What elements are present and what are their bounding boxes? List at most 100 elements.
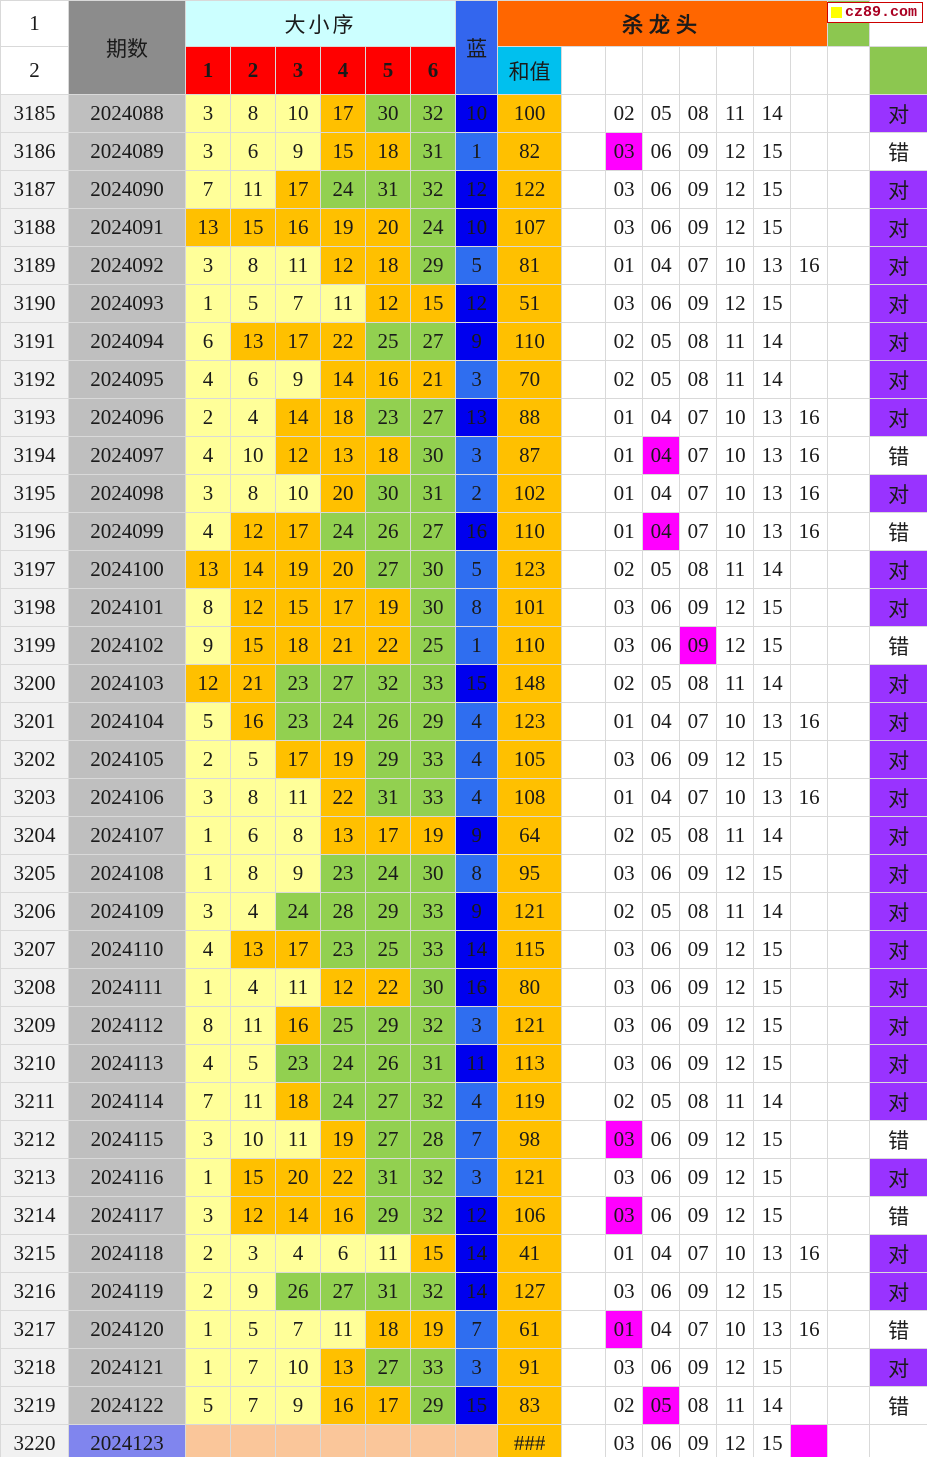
table-row: 3207 2024110 4 13 17 23 25 33 14 115 03 06 09 12 15 对 — [0, 930, 927, 969]
watermark-cz89: cz89.com — [826, 2, 923, 23]
kill-number-3: 07 — [679, 778, 718, 817]
kill-number-5: 14 — [753, 1082, 792, 1121]
kill-number-4: 10 — [716, 512, 755, 551]
kill-number-5: 15 — [753, 854, 792, 893]
kill-number-6 — [790, 322, 829, 361]
ball-cell-2: 8 — [230, 778, 276, 817]
kill-number-4: 12 — [716, 1348, 755, 1387]
ball-cell-3: 15 — [275, 588, 321, 627]
row-period: 2024092 — [68, 246, 186, 285]
kill-pad-right — [827, 284, 871, 323]
blue-ball-cell: 8 — [455, 588, 499, 627]
kill-pad-left — [561, 512, 607, 551]
blue-ball-cell: 3 — [455, 1006, 499, 1045]
kill-number-5: 14 — [753, 360, 792, 399]
kill-number-1: 03 — [605, 588, 644, 627]
kill-pad-left — [561, 474, 607, 513]
header-ball-col-4: 4 — [320, 46, 366, 95]
kill-number-6 — [790, 930, 829, 969]
kill-number-3: 07 — [679, 512, 718, 551]
kill-number-6 — [790, 94, 829, 133]
result-cell: 错 — [869, 1386, 927, 1425]
table-row: 3203 2024106 3 8 11 22 31 33 4 108 01 04 07 10 13 16 对 — [0, 778, 927, 817]
ball-cell-5: 30 — [365, 94, 411, 133]
kill-number-5: 15 — [753, 740, 792, 779]
kill-number-4: 11 — [716, 664, 755, 703]
kill-number-3: 09 — [679, 1158, 718, 1197]
result-cell: 对 — [869, 360, 927, 399]
ball-cell-3: 9 — [275, 854, 321, 893]
kill-number-2: 06 — [642, 1158, 681, 1197]
ball-cell-4: 24 — [320, 1044, 366, 1083]
sum-cell: 127 — [497, 1272, 563, 1311]
ball-cell-6: 32 — [409, 94, 457, 133]
kill-pad-left — [561, 1348, 607, 1387]
kill-number-5: 13 — [753, 398, 792, 437]
ball-cell-5: 11 — [365, 1234, 411, 1273]
result-cell: 对 — [869, 968, 927, 1007]
ball-cell-3: 10 — [275, 474, 321, 513]
row-period: 2024115 — [68, 1120, 186, 1159]
row-period: 2024096 — [68, 398, 186, 437]
kill-number-5: 14 — [753, 664, 792, 703]
kill-number-1: 03 — [605, 132, 644, 171]
ball-cell-3: 7 — [275, 1310, 321, 1349]
ball-cell-1: 3 — [185, 94, 231, 133]
kill-number-4: 10 — [716, 436, 755, 475]
ball-cell-4: 24 — [320, 512, 366, 551]
kill-number-4: 12 — [716, 1196, 755, 1235]
kill-number-2: 05 — [642, 816, 681, 855]
ball-cell-2: 12 — [230, 1196, 276, 1235]
kill-pad-left — [561, 94, 607, 133]
watermark-text: cz89.com — [844, 4, 917, 21]
row-index: 3187 — [0, 170, 69, 209]
kill-number-6: 16 — [790, 398, 829, 437]
kill-number-4: 11 — [716, 322, 755, 361]
kill-number-6 — [790, 1424, 829, 1457]
ball-cell-6: 27 — [409, 512, 457, 551]
sum-cell: 51 — [497, 284, 563, 323]
kill-number-1: 02 — [605, 550, 644, 589]
ball-cell-2: 11 — [230, 1006, 276, 1045]
kill-number-3: 07 — [679, 436, 718, 475]
ball-cell-2: 5 — [230, 1044, 276, 1083]
ball-cell-1: 1 — [185, 1310, 231, 1349]
kill-pad-left — [561, 246, 607, 285]
ball-cell-5: 31 — [365, 170, 411, 209]
ball-cell-5 — [365, 1424, 411, 1457]
kill-number-3: 09 — [679, 1044, 718, 1083]
kill-number-2: 06 — [642, 284, 681, 323]
row-period: 2024091 — [68, 208, 186, 247]
ball-cell-6: 32 — [409, 1082, 457, 1121]
row-period: 2024108 — [68, 854, 186, 893]
row-index: 3193 — [0, 398, 69, 437]
kill-pad-left — [561, 360, 607, 399]
ball-cell-3: 26 — [275, 1272, 321, 1311]
kill-pad-left — [561, 208, 607, 247]
ball-cell-2: 12 — [230, 588, 276, 627]
ball-cell-1: 1 — [185, 968, 231, 1007]
kill-pad-right — [827, 1158, 871, 1197]
table-row: 3193 2024096 2 4 14 18 23 27 13 88 01 04 07 10 13 16 对 — [0, 398, 927, 437]
kill-pad-left — [561, 664, 607, 703]
kill-number-1: 03 — [605, 1424, 644, 1457]
kill-pad-left — [561, 322, 607, 361]
kill-pad-left — [561, 1234, 607, 1273]
kill-pad-right — [827, 778, 871, 817]
row-index: 3212 — [0, 1120, 69, 1159]
ball-cell-2: 8 — [230, 474, 276, 513]
row-period: 2024121 — [68, 1348, 186, 1387]
result-cell: 对 — [869, 208, 927, 247]
kill-number-3: 09 — [679, 1348, 718, 1387]
ball-cell-2 — [230, 1424, 276, 1457]
sum-cell: 61 — [497, 1310, 563, 1349]
kill-pad-right — [827, 512, 871, 551]
kill-number-1: 03 — [605, 170, 644, 209]
ball-cell-6: 29 — [409, 246, 457, 285]
kill-number-1: 02 — [605, 360, 644, 399]
row-index: 3196 — [0, 512, 69, 551]
kill-number-4: 12 — [716, 968, 755, 1007]
blue-ball-cell: 14 — [455, 930, 499, 969]
row-period: 2024094 — [68, 322, 186, 361]
kill-number-1: 03 — [605, 968, 644, 1007]
